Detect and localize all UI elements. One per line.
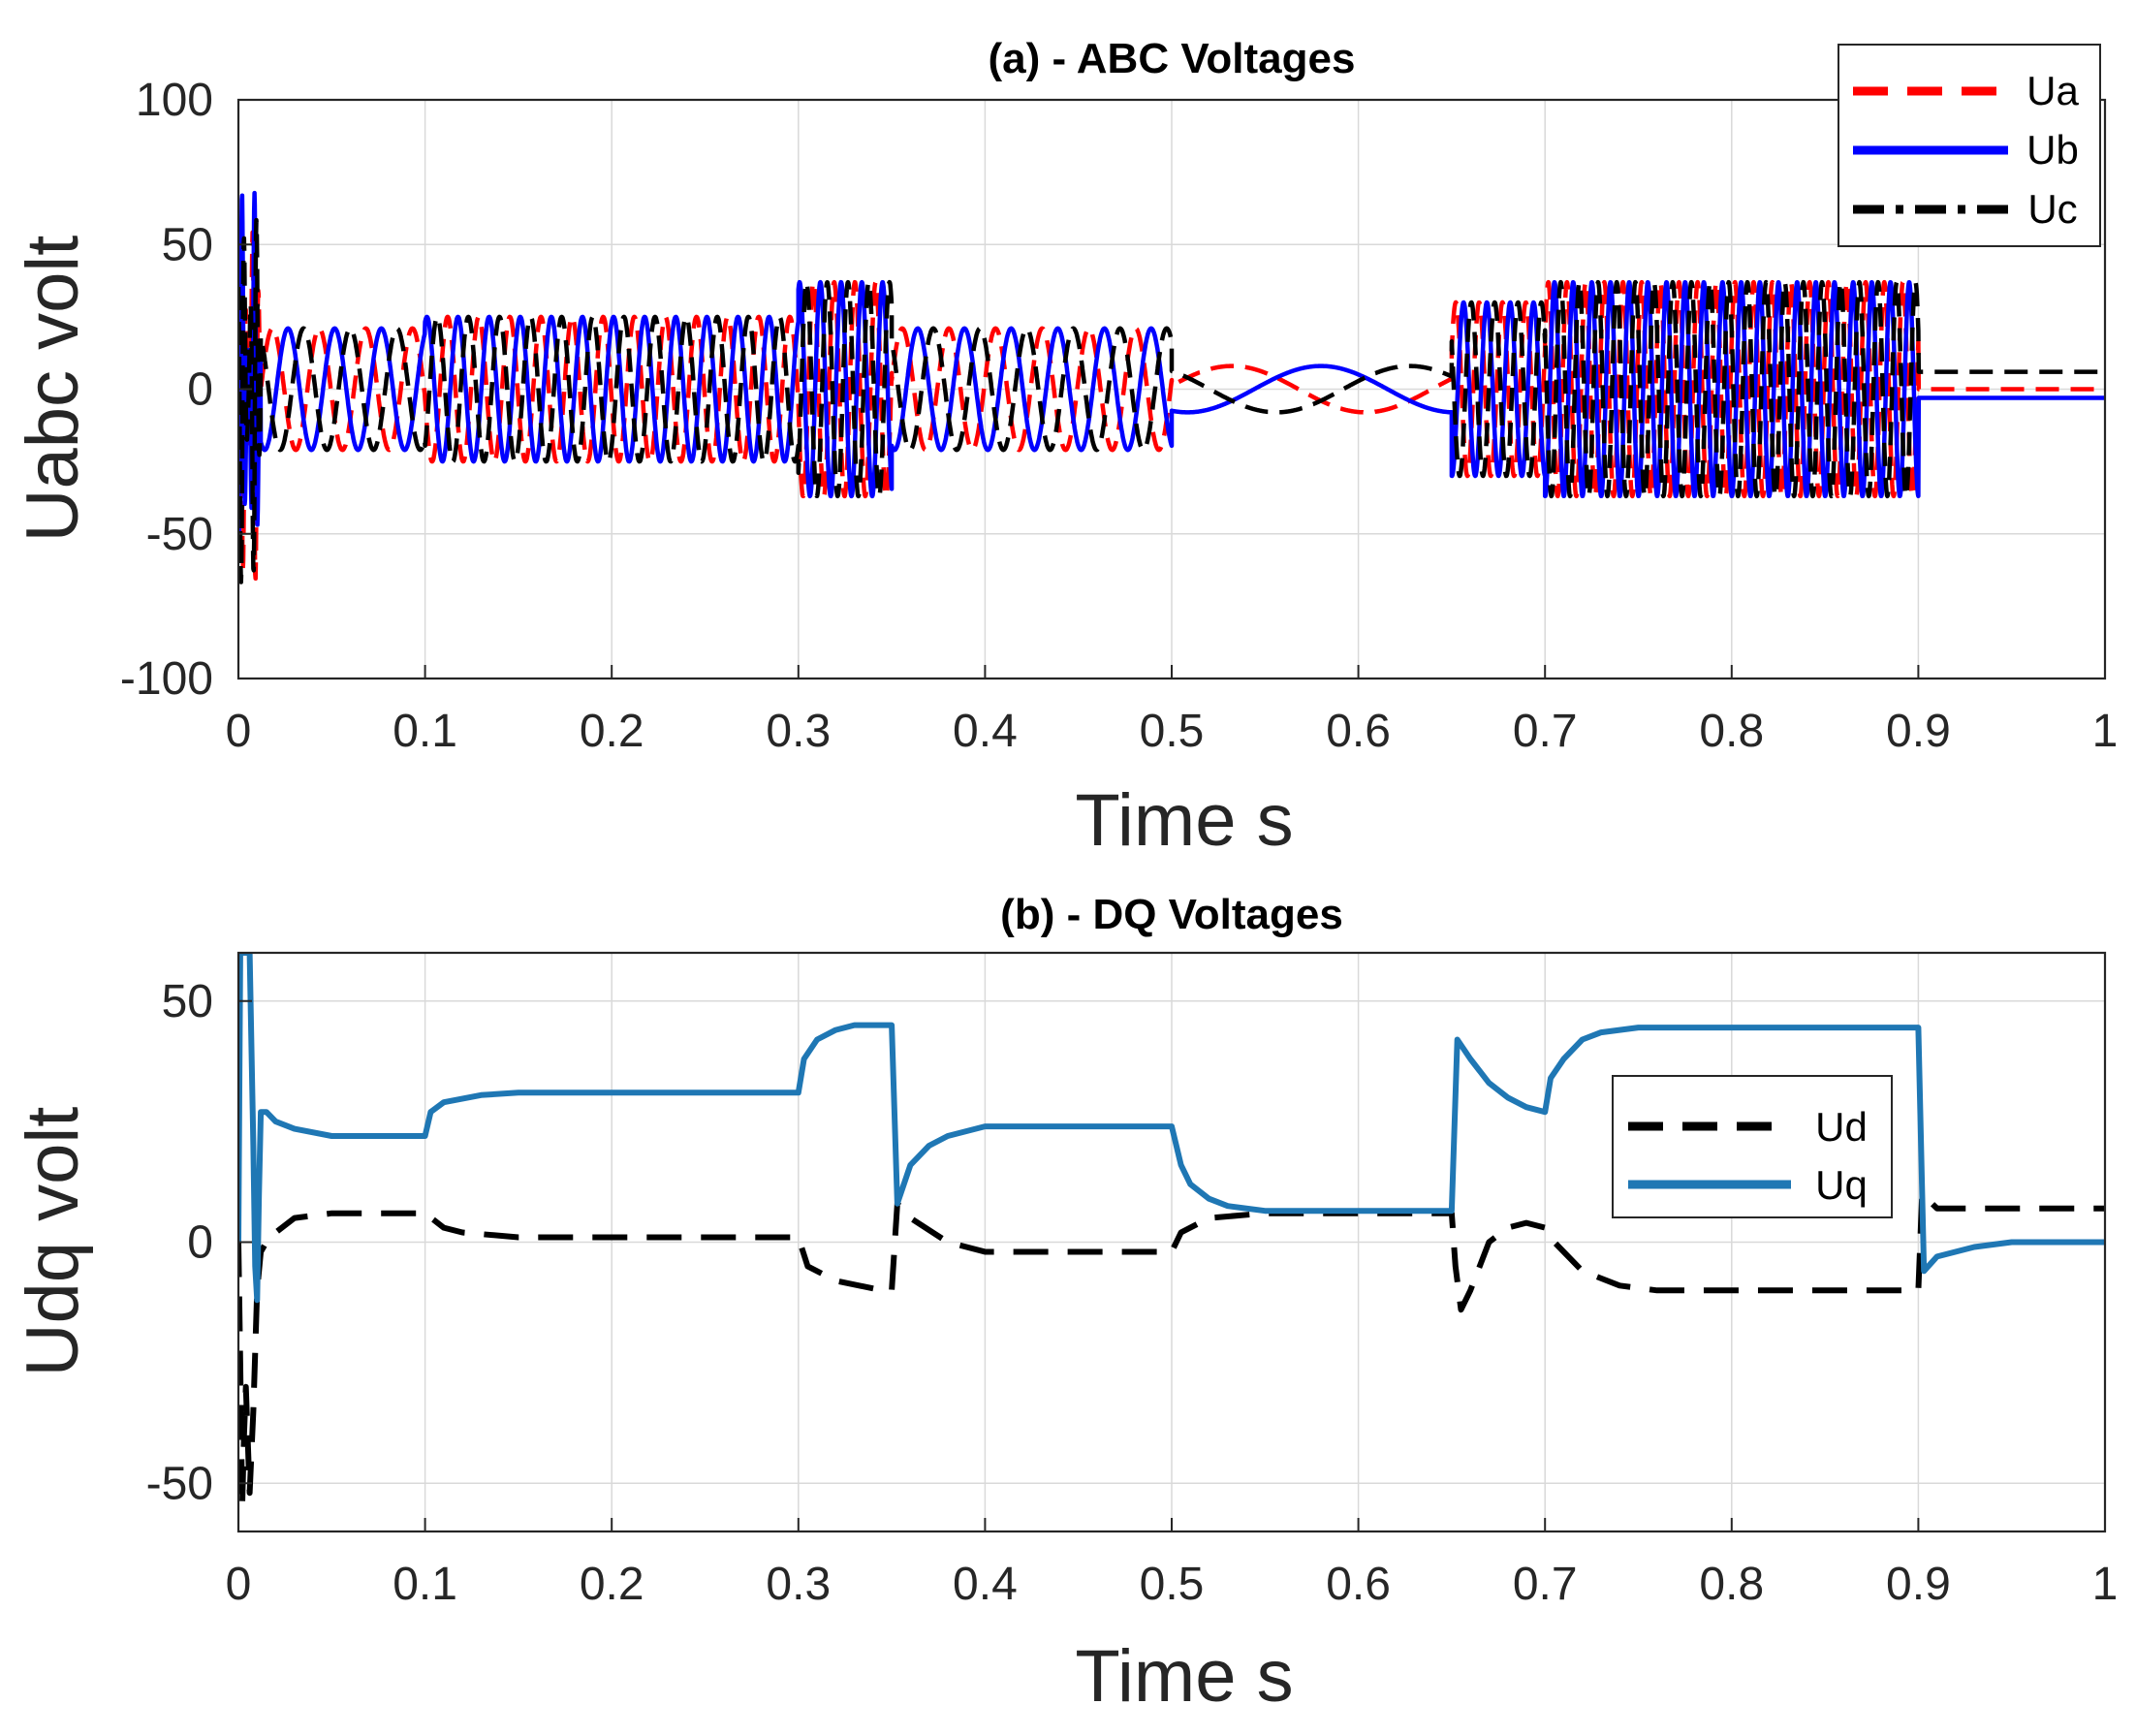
- x-tick-label: 0.3: [766, 1559, 831, 1610]
- x-tick-label: 0: [226, 1559, 252, 1610]
- chart-dq-voltages: 0 0.1 0.2 0.3 0.4 0.5 0.6 0.7 0.8 0.9 1 -50 0 50 (b) …: [12, 891, 2118, 1718]
- x-tick-label: 0.6: [1326, 706, 1391, 757]
- legend-label-ub: Ub: [2026, 127, 2079, 173]
- series-line-uq: [238, 953, 2105, 1304]
- y-tick-label: 0: [187, 364, 213, 416]
- y-tick-label: 50: [162, 976, 213, 1027]
- x-axis-label: Time s: [1075, 1635, 1293, 1718]
- x-tick-label: 0.9: [1886, 706, 1951, 757]
- series-line-uc: [238, 217, 2105, 584]
- x-axis-label: Time s: [1075, 779, 1293, 862]
- series-line-ub: [238, 190, 2105, 534]
- x-tick-label: 0.8: [1699, 706, 1764, 757]
- x-tick-label: 0.2: [580, 1559, 644, 1610]
- series-lines: [238, 190, 2105, 584]
- x-tick-label: 0.7: [1513, 706, 1578, 757]
- y-axis-label: Uabc volt: [12, 236, 94, 543]
- x-tick-label: 0.6: [1326, 1559, 1391, 1610]
- x-tick-label: 1: [2092, 706, 2119, 757]
- y-axis-label: Udq volt: [12, 1107, 94, 1377]
- legend-box: [1612, 1075, 1893, 1218]
- legend: Ud Uq: [1612, 1075, 1893, 1218]
- axis-ticks: 0 0.1 0.2 0.3 0.4 0.5 0.6 0.7 0.8 0.9 1 -50 0 50: [146, 976, 2119, 1610]
- x-tick-label: 0.5: [1140, 1559, 1205, 1610]
- y-tick-label: -100: [120, 653, 213, 705]
- x-tick-label: 0.4: [953, 706, 1018, 757]
- legend: Ua Ub Uc: [1838, 44, 2101, 247]
- y-tick-label: 100: [136, 75, 213, 126]
- chart-title: (a) - ABC Voltages: [989, 35, 1356, 82]
- legend-label-uq: Uq: [1815, 1162, 1868, 1208]
- legend-label-ud: Ud: [1815, 1104, 1868, 1150]
- x-tick-label: 0.1: [393, 1559, 457, 1610]
- x-tick-label: 0.4: [953, 1559, 1018, 1610]
- chart-title: (b) - DQ Voltages: [1000, 891, 1343, 938]
- y-tick-label: -50: [146, 509, 213, 560]
- x-tick-label: 0.7: [1513, 1559, 1578, 1610]
- x-tick-label: 1: [2092, 1559, 2119, 1610]
- series-lines: [238, 953, 2105, 1511]
- y-tick-label: 50: [162, 219, 213, 270]
- x-tick-label: 0.8: [1699, 1559, 1764, 1610]
- x-tick-label: 0.5: [1140, 706, 1205, 757]
- x-tick-label: 0: [226, 706, 252, 757]
- y-tick-label: 0: [187, 1217, 213, 1269]
- legend-label-ua: Ua: [2026, 68, 2079, 113]
- axis-ticks: 0 0.1 0.2 0.3 0.4 0.5 0.6 0.7 0.8 0.9 1 -100 -50 0 50 1…: [120, 75, 2118, 757]
- chart-abc-voltages: 0 0.1 0.2 0.3 0.4 0.5 0.6 0.7 0.8 0.9 1 -100 -50 0 50 1…: [12, 35, 2118, 862]
- x-tick-label: 0.3: [766, 706, 831, 757]
- x-tick-label: 0.2: [580, 706, 644, 757]
- y-tick-label: -50: [146, 1458, 213, 1509]
- x-tick-label: 0.1: [393, 706, 457, 757]
- x-tick-label: 0.9: [1886, 1559, 1951, 1610]
- legend-label-uc: Uc: [2027, 186, 2077, 232]
